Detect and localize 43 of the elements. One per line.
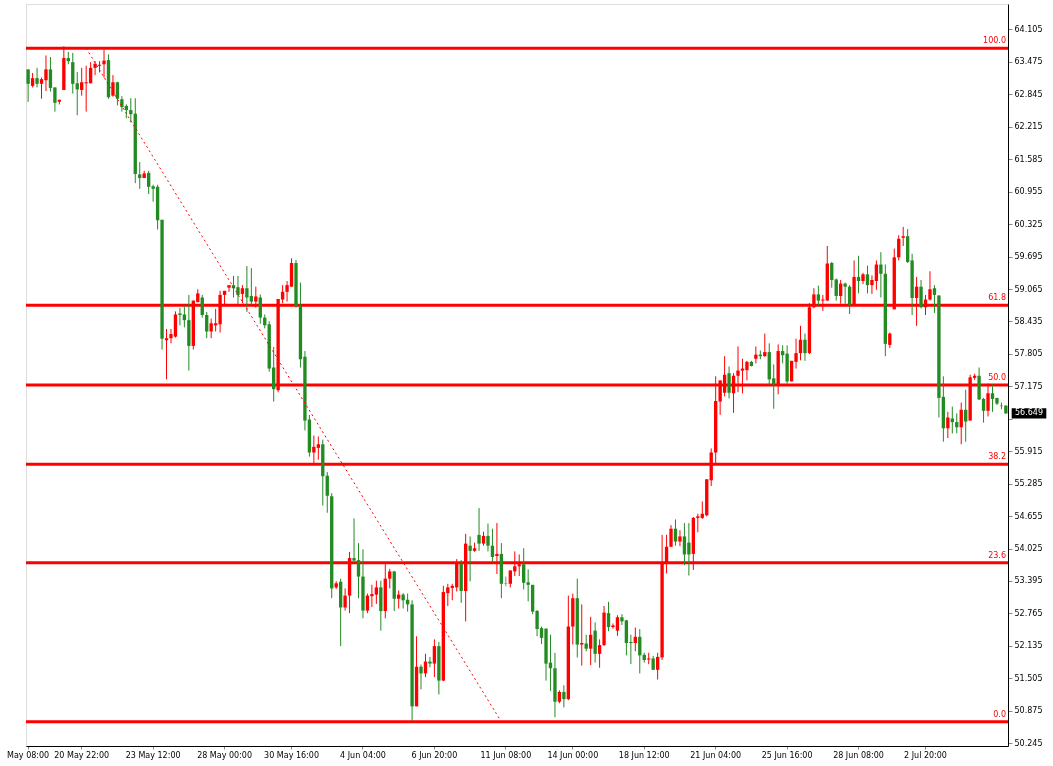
y-tick-label: 64.105	[1014, 24, 1043, 34]
x-tick-label: 21 Jun 04:00	[690, 750, 742, 760]
y-tick-label: 54.655	[1014, 511, 1043, 521]
annotation: 61.8	[988, 293, 1006, 303]
x-tick-label: 11 Jun 08:00	[480, 750, 532, 760]
x-tick-label: 14 Jun 00:00	[547, 750, 599, 760]
y-tick-label: 63.475	[1014, 57, 1043, 67]
x-tick-label: 4 Jun 04:00	[340, 750, 386, 760]
y-tick-label: 55.285	[1014, 479, 1043, 489]
y-tick-label: 60.325	[1014, 219, 1043, 229]
x-tick-label: 25 Jun 16:00	[761, 750, 813, 760]
y-tick-label: 52.135	[1014, 641, 1043, 651]
annotation: 23.6	[988, 550, 1006, 560]
y-tick-label: 62.845	[1014, 89, 1043, 99]
y-tick-label: 59.065	[1014, 284, 1043, 294]
y-tick-label: 58.435	[1014, 316, 1043, 326]
x-tick-label: 18 Jun 12:00	[618, 750, 670, 760]
y-tick-label: 52.765	[1014, 608, 1043, 618]
annotation: 38.2	[988, 452, 1006, 462]
annotation: 100.0	[983, 36, 1006, 46]
x-tick-label: 28 May 00:00	[197, 750, 252, 760]
x-tick-label: 23 May 12:00	[125, 750, 181, 760]
y-tick-label: 61.585	[1014, 154, 1043, 164]
y-tick-label: 54.025	[1014, 544, 1043, 554]
y-tick-label: 50.245	[1014, 738, 1043, 748]
y-tick-label: 57.805	[1014, 349, 1043, 359]
x-tick-label: May 08:00	[7, 750, 50, 760]
annotation: 50.0	[988, 373, 1006, 383]
y-tick-label: 60.955	[1014, 187, 1043, 197]
y-tick-label: 50.875	[1014, 706, 1043, 716]
x-tick-label: 2 Jul 20:00	[904, 750, 947, 760]
y-tick-label: 57.175	[1014, 381, 1043, 391]
text: 56.649	[1015, 408, 1043, 418]
x-tick-label: 28 Jun 08:00	[833, 750, 884, 760]
x-tick-label: 6 Jun 20:00	[411, 750, 458, 760]
y-tick-label: 53.395	[1014, 576, 1043, 586]
y-tick-label: 62.215	[1014, 122, 1043, 132]
x-tick-label: 30 May 16:00	[264, 750, 319, 760]
x-tick-label: 20 May 22:00	[54, 750, 110, 760]
y-tick-label: 55.915	[1014, 446, 1043, 456]
y-tick-label: 51.505	[1014, 673, 1043, 683]
annotation: 0.0	[993, 709, 1006, 719]
y-tick-label: 59.695	[1014, 252, 1043, 262]
